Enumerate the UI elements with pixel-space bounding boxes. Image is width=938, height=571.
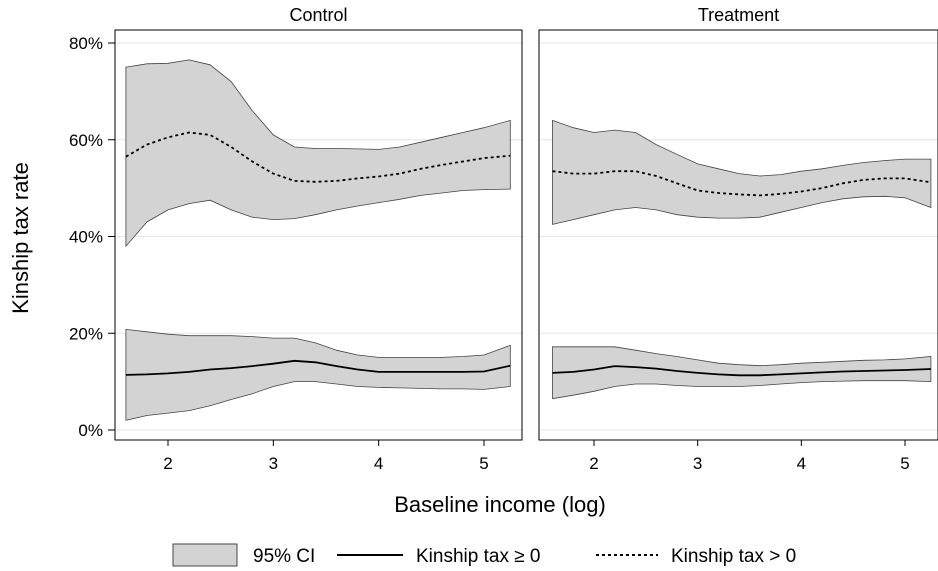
legend-label-dotted: Kinship tax > 0 [671,546,796,567]
x-axis-title: Baseline income (log) [394,492,606,517]
y-tick-label: 80% [69,34,103,53]
panel-title: Treatment [698,5,779,25]
legend-label-solid: Kinship tax ≥ 0 [416,546,541,567]
series-line-solid [125,359,511,376]
x-tick-label: 4 [374,454,383,473]
y-axis: 0% 20% 40% 60% 80% [69,34,115,440]
legend-label-ci: 95% CI [253,546,315,567]
series-line-dotted [552,170,932,197]
chart-panels: Control 2 3 4 5 Treatment 2 3 4 5 [114,5,938,473]
ci-band [552,346,932,400]
y-tick-label: 0% [78,421,103,440]
legend-swatch-ci [172,543,238,567]
x-tick-label: 4 [797,454,806,473]
x-tick-label: 3 [269,454,278,473]
x-tick-label: 5 [479,454,488,473]
x-tick-label: 5 [900,454,909,473]
panel-frame [538,29,938,441]
x-tick-label: 2 [163,454,172,473]
panel-frame [114,29,523,441]
series-line-dotted [125,131,511,183]
x-tick-label: 2 [589,454,598,473]
legend: 95% CI Kinship tax ≥ 0 Kinship tax > 0 [172,543,796,567]
series-line-solid [552,365,931,377]
ci-band [552,119,932,225]
panel-title: Control [289,5,347,25]
x-tick-label: 3 [693,454,702,473]
ci-band [125,328,511,421]
y-tick-label: 60% [69,131,103,150]
ci-band [125,59,511,248]
y-tick-label: 40% [69,228,103,247]
panel-treatment: Treatment 2 3 4 5 [538,5,938,473]
y-tick-label: 20% [69,324,103,343]
y-axis-title: Kinship tax rate [8,162,33,314]
panel-control: Control 2 3 4 5 [114,5,523,473]
